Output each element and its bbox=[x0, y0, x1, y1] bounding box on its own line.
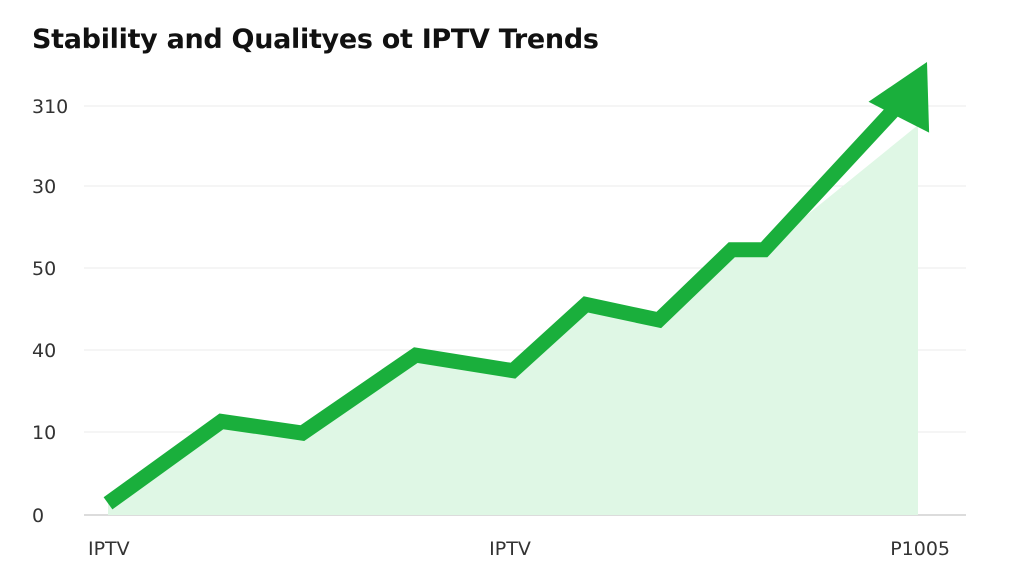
x-axis-ticks: IPTV IPTV P1005 bbox=[88, 538, 950, 560]
area-fill bbox=[108, 125, 918, 515]
y-tick-label: 40 bbox=[32, 340, 56, 362]
series-line bbox=[103, 83, 919, 510]
y-tick-label: 0 bbox=[32, 505, 44, 527]
chart-title: Stability and Qualityes ot IPTV Trends bbox=[32, 24, 599, 55]
y-axis-ticks: 0 10 40 50 30 310 bbox=[32, 96, 68, 527]
y-tick-label: 30 bbox=[32, 176, 56, 198]
y-tick-label: 10 bbox=[32, 422, 56, 444]
y-tick-label: 50 bbox=[32, 258, 56, 280]
series-line-group bbox=[103, 62, 930, 510]
x-tick-label: IPTV bbox=[489, 538, 531, 560]
x-tick-label: IPTV bbox=[88, 538, 130, 560]
trend-arrowhead bbox=[868, 62, 930, 133]
y-tick-label: 310 bbox=[32, 96, 68, 118]
x-tick-label: P1005 bbox=[890, 538, 950, 560]
area-fill-group bbox=[108, 125, 918, 515]
